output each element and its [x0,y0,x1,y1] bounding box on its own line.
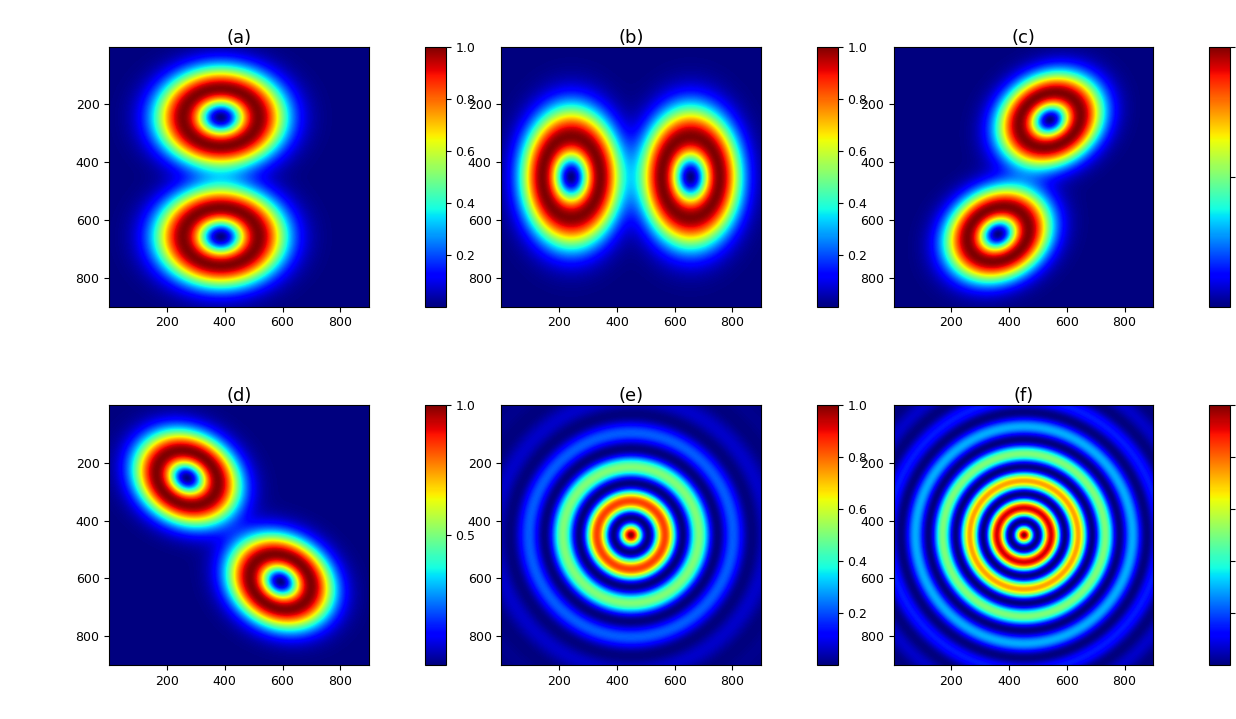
Title: (f): (f) [1014,387,1033,405]
Title: (d): (d) [226,387,252,405]
Title: (a): (a) [226,29,252,47]
Title: (c): (c) [1011,29,1036,47]
Title: (e): (e) [619,387,644,405]
Title: (b): (b) [618,29,644,47]
